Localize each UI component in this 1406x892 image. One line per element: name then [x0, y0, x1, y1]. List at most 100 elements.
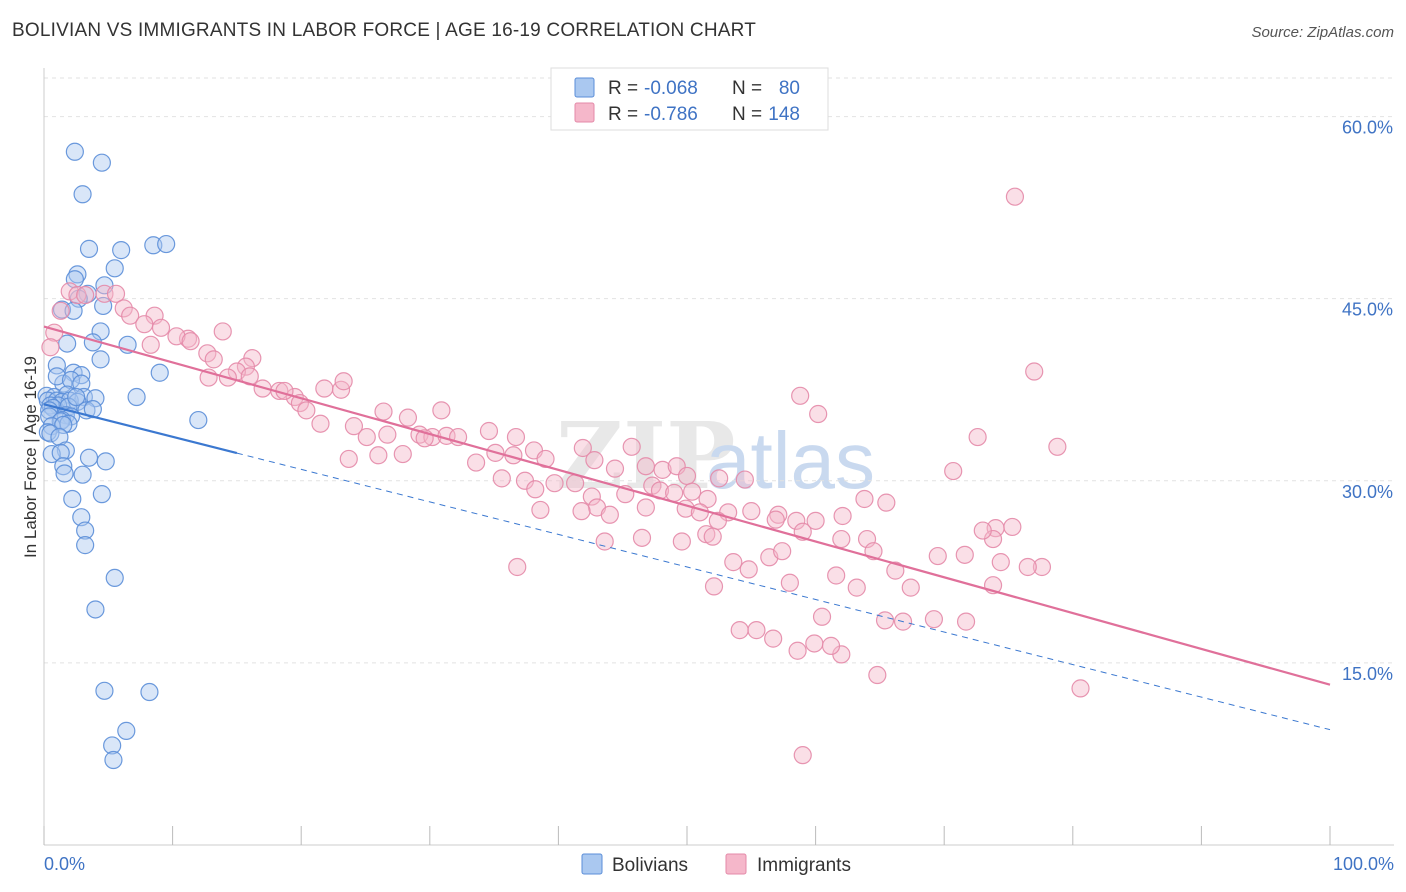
point-bolivians-67 — [92, 485, 111, 504]
point-immigrants-146 — [665, 483, 684, 503]
point-bolivians-6 — [157, 234, 176, 254]
legend-swatch-immigrants — [574, 102, 595, 123]
point-bolivians-61 — [51, 443, 70, 462]
point-immigrants-94 — [600, 505, 619, 524]
point-bolivians-3 — [79, 239, 99, 258]
point-bolivians-64 — [54, 457, 73, 476]
point-immigrants-73 — [545, 474, 564, 493]
legend-n-value-bolivians: 80 — [779, 78, 800, 99]
point-bolivians-55 — [54, 415, 73, 435]
point-immigrants-66 — [636, 457, 655, 476]
point-bolivians-22 — [47, 356, 66, 375]
point-bolivians-4 — [112, 241, 131, 260]
point-immigrants-10 — [135, 315, 154, 334]
point-bolivians-77 — [103, 736, 122, 755]
point-immigrants-106 — [632, 528, 652, 547]
point-immigrants-39 — [432, 401, 451, 420]
trend-line-bolivians-solid — [43, 403, 238, 455]
point-immigrants-55 — [393, 444, 412, 464]
point-bolivians-34 — [86, 389, 105, 408]
point-immigrants-85 — [806, 511, 825, 530]
point-bolivians-79 — [67, 387, 86, 407]
point-immigrants-79 — [683, 482, 702, 501]
point-bolivians-7 — [105, 259, 124, 278]
point-bolivians-54 — [189, 410, 208, 430]
y-tick-label-30: 30.0% — [1342, 482, 1393, 502]
point-immigrants-75 — [582, 487, 601, 506]
legend-n-label-immigrants: N = — [732, 104, 762, 125]
point-immigrants-105 — [595, 532, 614, 551]
point-immigrants-22 — [236, 357, 256, 376]
point-immigrants-20 — [204, 350, 223, 369]
legend-r-label-immigrants: R = — [608, 104, 638, 125]
point-immigrants-89 — [944, 461, 963, 481]
point-immigrants-14 — [213, 322, 232, 341]
point-bolivians-8 — [68, 265, 87, 284]
point-immigrants-18 — [41, 338, 60, 357]
point-immigrants-117 — [928, 546, 947, 566]
legend-swatch-bolivians — [574, 77, 595, 98]
point-immigrants-91 — [492, 469, 511, 488]
point-immigrants-40 — [311, 414, 330, 433]
point-immigrants-37 — [374, 402, 393, 421]
trend-lines — [43, 325, 1331, 731]
point-immigrants-93 — [572, 502, 591, 521]
point-bolivians-21 — [150, 363, 169, 382]
bottom-legend-label-immigrants: Immigrants — [757, 855, 851, 876]
point-immigrants-84 — [787, 511, 806, 530]
point-immigrants-127 — [924, 610, 944, 629]
point-immigrants-56 — [339, 449, 358, 469]
point-bolivians-68 — [63, 489, 82, 509]
point-bolivians-73 — [86, 600, 105, 619]
point-immigrants-11 — [151, 318, 171, 337]
point-bolivians-20 — [91, 350, 110, 369]
point-immigrants-145 — [369, 446, 388, 465]
point-immigrants-130 — [747, 621, 766, 640]
point-immigrants-116 — [886, 561, 905, 580]
point-immigrants-125 — [875, 611, 895, 630]
point-immigrants-8 — [121, 306, 140, 325]
point-bolivians-2 — [73, 185, 92, 204]
point-immigrants-95 — [636, 498, 655, 517]
point-immigrants-2 — [68, 285, 87, 305]
point-immigrants-142 — [1003, 517, 1022, 537]
point-immigrants-34 — [334, 372, 353, 391]
point-immigrants-38 — [398, 408, 418, 427]
bottom-legend-swatch-immigrants — [725, 853, 747, 875]
point-immigrants-6 — [114, 299, 133, 318]
point-immigrants-110 — [724, 553, 743, 572]
point-immigrants-5 — [106, 284, 126, 303]
point-immigrants-36 — [809, 404, 828, 424]
point-bolivians-57 — [41, 424, 60, 443]
point-immigrants-144 — [297, 401, 316, 420]
point-bolivians-78 — [104, 750, 123, 770]
legend-n-value-immigrants: 148 — [768, 104, 800, 125]
point-bolivians-65 — [55, 464, 74, 483]
point-immigrants-137 — [793, 746, 812, 765]
legend-box — [550, 67, 829, 131]
point-bolivians-76 — [117, 721, 136, 740]
point-immigrants-104 — [1032, 557, 1052, 577]
x-tick-label-max: 100.0% — [1333, 854, 1394, 874]
legend-n-label-bolivians: N = — [732, 78, 762, 99]
point-bolivians-28 — [72, 374, 91, 393]
point-immigrants-118 — [955, 545, 974, 564]
point-immigrants-97 — [690, 503, 709, 522]
point-immigrants-136 — [1071, 679, 1090, 698]
source-note: Source: ZipAtlas.com — [1251, 24, 1394, 41]
point-immigrants-83 — [769, 505, 788, 524]
point-immigrants-29 — [270, 381, 289, 401]
point-immigrants-101 — [832, 529, 851, 549]
point-immigrants-3 — [76, 285, 95, 305]
point-immigrants-111 — [739, 560, 758, 579]
point-immigrants-59 — [622, 437, 641, 456]
point-immigrants-72 — [526, 480, 545, 499]
point-immigrants-61 — [536, 449, 555, 469]
point-bolivians-62 — [79, 448, 99, 467]
point-immigrants-63 — [585, 451, 604, 470]
point-immigrants-7 — [51, 301, 70, 320]
y-tick-label-60: 60.0% — [1342, 118, 1393, 138]
point-immigrants-107 — [672, 532, 691, 551]
top-legend: R = -0.068 N = 80 R = -0.786 N = 148 — [550, 67, 829, 131]
